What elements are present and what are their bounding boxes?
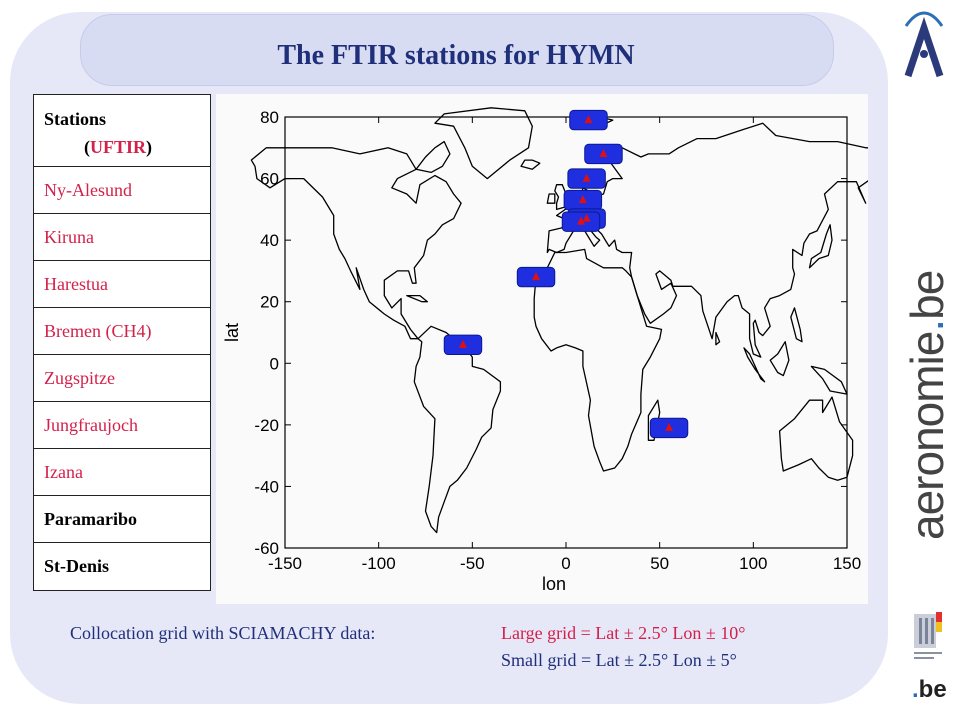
station-marker: [582, 173, 591, 182]
be-logo: .be: [912, 676, 947, 704]
station-row: Bremen (CH4): [34, 308, 210, 355]
station-marker: [665, 422, 674, 431]
paren-close: ): [146, 137, 153, 157]
station-row: Zugspitze: [34, 355, 210, 402]
coastline-philippines: [790, 307, 803, 343]
stations-header: Stations (UFTIR): [34, 95, 210, 167]
x-tick-label: -100: [362, 554, 396, 573]
world-coastlines: [250, 107, 904, 534]
y-tick-label: 80: [260, 108, 279, 127]
stations-table: Stations (UFTIR) Ny-Alesund Kiruna Hares…: [33, 94, 211, 591]
station-marker: [578, 195, 587, 204]
station-marker: [458, 339, 467, 348]
coastline-cuba: [406, 294, 429, 303]
footer-small-grid: Small grid = Lat ± 2.5° Lon ± 5°: [501, 650, 737, 670]
station-row: Harestua: [34, 261, 210, 308]
y-tick-label: 40: [260, 231, 279, 250]
coastline-sri-lanka: [715, 331, 721, 346]
x-tick-label: 50: [650, 554, 669, 573]
station-row: Ny-Alesund: [34, 167, 210, 214]
brand-tld: be: [901, 270, 953, 320]
coastline-japan: [808, 224, 833, 269]
x-tick-label: -150: [268, 554, 302, 573]
y-tick-label: -40: [254, 477, 279, 496]
station-marker: [582, 213, 591, 222]
station-map-chart: -150 -100 -50 0 50 100 150 80 60 40 20 0 -20 -40 -60 lo…: [216, 94, 904, 604]
station-marker: [576, 216, 585, 225]
coastline-africa: [533, 248, 663, 472]
uftir-label: UFTIR: [90, 137, 147, 157]
x-tick-label: 0: [561, 554, 570, 573]
y-tick-label: -60: [254, 539, 279, 558]
title-bar: [80, 14, 834, 86]
stations-header-label: Stations: [44, 109, 107, 129]
belspo-logo: [914, 612, 942, 659]
brand-dot: .: [901, 319, 953, 332]
x-tick-label: 100: [739, 554, 767, 573]
plot-frame: [284, 116, 848, 549]
station-row: Kiruna: [34, 214, 210, 261]
coastline-madagascar: [647, 399, 661, 441]
coastline-australia: [778, 396, 854, 481]
x-tick-label: 150: [833, 554, 861, 573]
station-marker: [599, 148, 608, 157]
station-row: Izana: [34, 449, 210, 496]
footer-large-grid: Large grid = Lat ± 2.5° Lon ± 10°: [501, 623, 746, 643]
station-row: Jungfraujoch: [34, 402, 210, 449]
coastline-sumatra: [743, 347, 766, 383]
station-markers: [443, 109, 689, 439]
x-tick-label: -50: [460, 554, 485, 573]
station-row: St-Denis: [44, 556, 110, 576]
paren-open: (: [84, 137, 90, 157]
be-text: be: [918, 676, 947, 703]
coastline-borneo: [769, 341, 790, 377]
station-marker: [532, 272, 541, 281]
coastline-south-america: [413, 325, 502, 534]
coastline-baffin: [415, 140, 451, 174]
x-axis-label: lon: [542, 574, 566, 594]
station-marker: [584, 115, 593, 124]
coastline-ireland: [546, 193, 556, 204]
y-tick-label: 20: [260, 293, 279, 312]
coastline-new-guinea: [810, 365, 848, 395]
y-axis-label: lat: [222, 323, 242, 342]
y-tick-label: -20: [254, 416, 279, 435]
coastline-greenland: [434, 107, 533, 180]
be-dot: .: [912, 676, 919, 703]
station-row: Paramaribo: [34, 496, 210, 543]
chart-svg: -150 -100 -50 0 50 100 150 80 60 40 20 0 -20 -40 -60 lo…: [222, 107, 904, 594]
coastline-iceland: [520, 159, 541, 170]
stations-header-sub: (UFTIR): [44, 133, 210, 161]
brand-main: aeronomie: [901, 331, 953, 540]
chart-axes: -150 -100 -50 0 50 100 150 80 60 40 20 0 -20 -40 -60 lo…: [222, 108, 861, 594]
page-title: The FTIR stations for HYMN: [277, 40, 635, 71]
y-tick-label: 60: [260, 170, 279, 189]
brand-wordmark: aeronomie.be: [900, 271, 954, 540]
aeronomie-a-logo: [904, 11, 944, 78]
footer-collocation-label: Collocation grid with SCIAMACHY data:: [70, 623, 376, 643]
coastline-north-america: [250, 147, 462, 340]
y-tick-label: 0: [270, 354, 279, 373]
